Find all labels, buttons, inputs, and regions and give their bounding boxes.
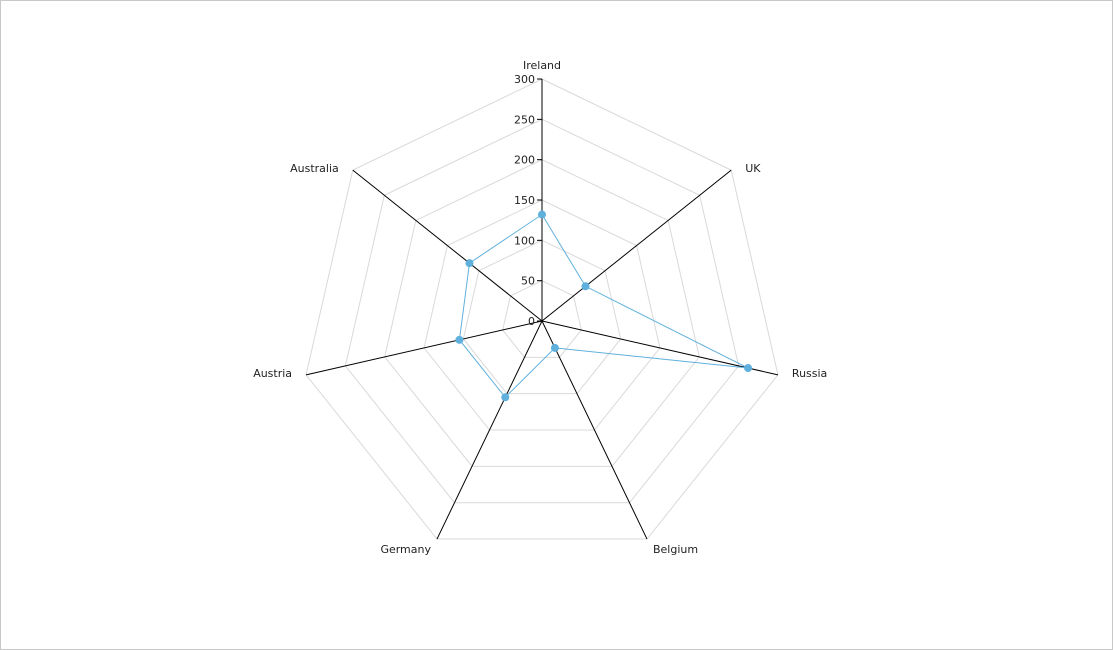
data-point <box>501 393 510 402</box>
category-label: Belgium <box>653 543 698 556</box>
data-point <box>455 335 464 344</box>
data-point <box>538 210 546 219</box>
data-point <box>581 282 590 291</box>
data-point <box>465 259 474 268</box>
axis-spoke <box>541 320 779 376</box>
data-point <box>550 343 559 352</box>
radial-tick-label: 150 <box>514 194 535 207</box>
category-label: Germany <box>380 543 431 556</box>
grid-ring <box>502 280 582 358</box>
radial-tick-label: 300 <box>514 73 535 86</box>
category-label: Russia <box>792 367 827 380</box>
axis-spoke <box>305 320 543 376</box>
axis-spoke <box>541 320 648 540</box>
grid-ring <box>462 239 622 395</box>
radial-tick-label: 50 <box>521 275 535 288</box>
grid-ring <box>344 118 740 504</box>
data-point <box>744 364 753 373</box>
grid-ring <box>423 199 661 431</box>
category-label: Austria <box>253 367 292 380</box>
radial-tick-label: 200 <box>514 154 535 167</box>
axis-spoke <box>352 169 543 322</box>
radial-tick-label: 250 <box>514 113 535 126</box>
radial-tick-label: 100 <box>514 234 535 247</box>
axis-spoke <box>541 169 732 322</box>
category-label: Australia <box>290 162 339 175</box>
radial-tick-label: 0 <box>528 315 535 328</box>
grid-ring <box>305 78 779 540</box>
grid-ring <box>384 159 700 467</box>
category-label: UK <box>745 162 761 175</box>
category-label: Ireland <box>523 59 561 72</box>
axis-spoke <box>436 320 543 540</box>
series-line <box>458 213 749 399</box>
